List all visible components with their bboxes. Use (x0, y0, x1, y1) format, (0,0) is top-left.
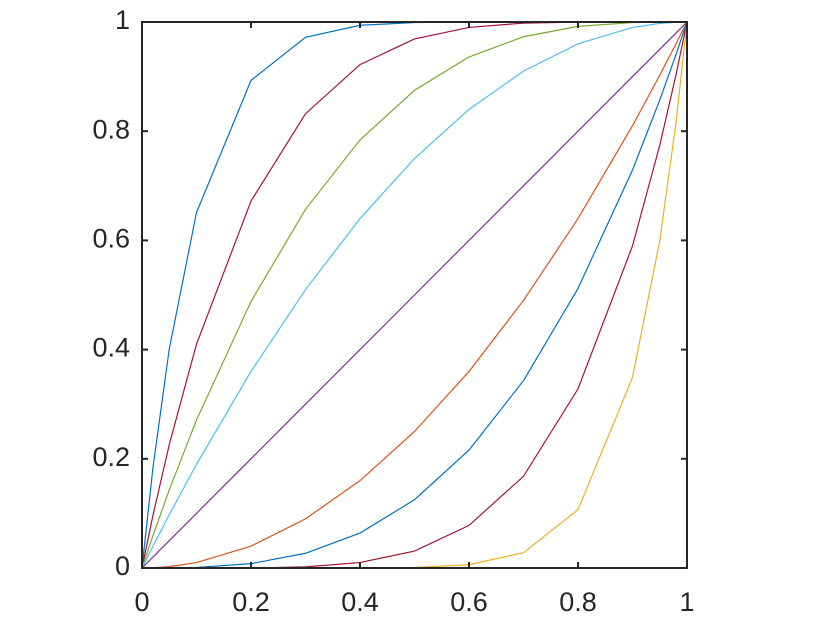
x-tick-label: 0.4 (341, 587, 379, 617)
y-tick-label: 0 (115, 551, 130, 581)
y-tick-label: 0.6 (92, 224, 130, 254)
curve (141, 21, 688, 569)
y-tick-label: 0.2 (92, 442, 130, 472)
x-tick-label: 0 (134, 587, 149, 617)
curve (141, 21, 688, 569)
x-tick-label: 0.6 (450, 587, 488, 617)
y-tick-label: 1 (115, 5, 130, 35)
x-tick-label: 0.2 (232, 587, 270, 617)
plot-frame (141, 21, 688, 569)
y-tick-label: 0.8 (92, 114, 130, 144)
x-tick-label: 0.8 (559, 587, 597, 617)
y-tick-label: 0.4 (92, 333, 130, 363)
x-tick-label: 1 (679, 587, 694, 617)
curve (141, 21, 688, 569)
